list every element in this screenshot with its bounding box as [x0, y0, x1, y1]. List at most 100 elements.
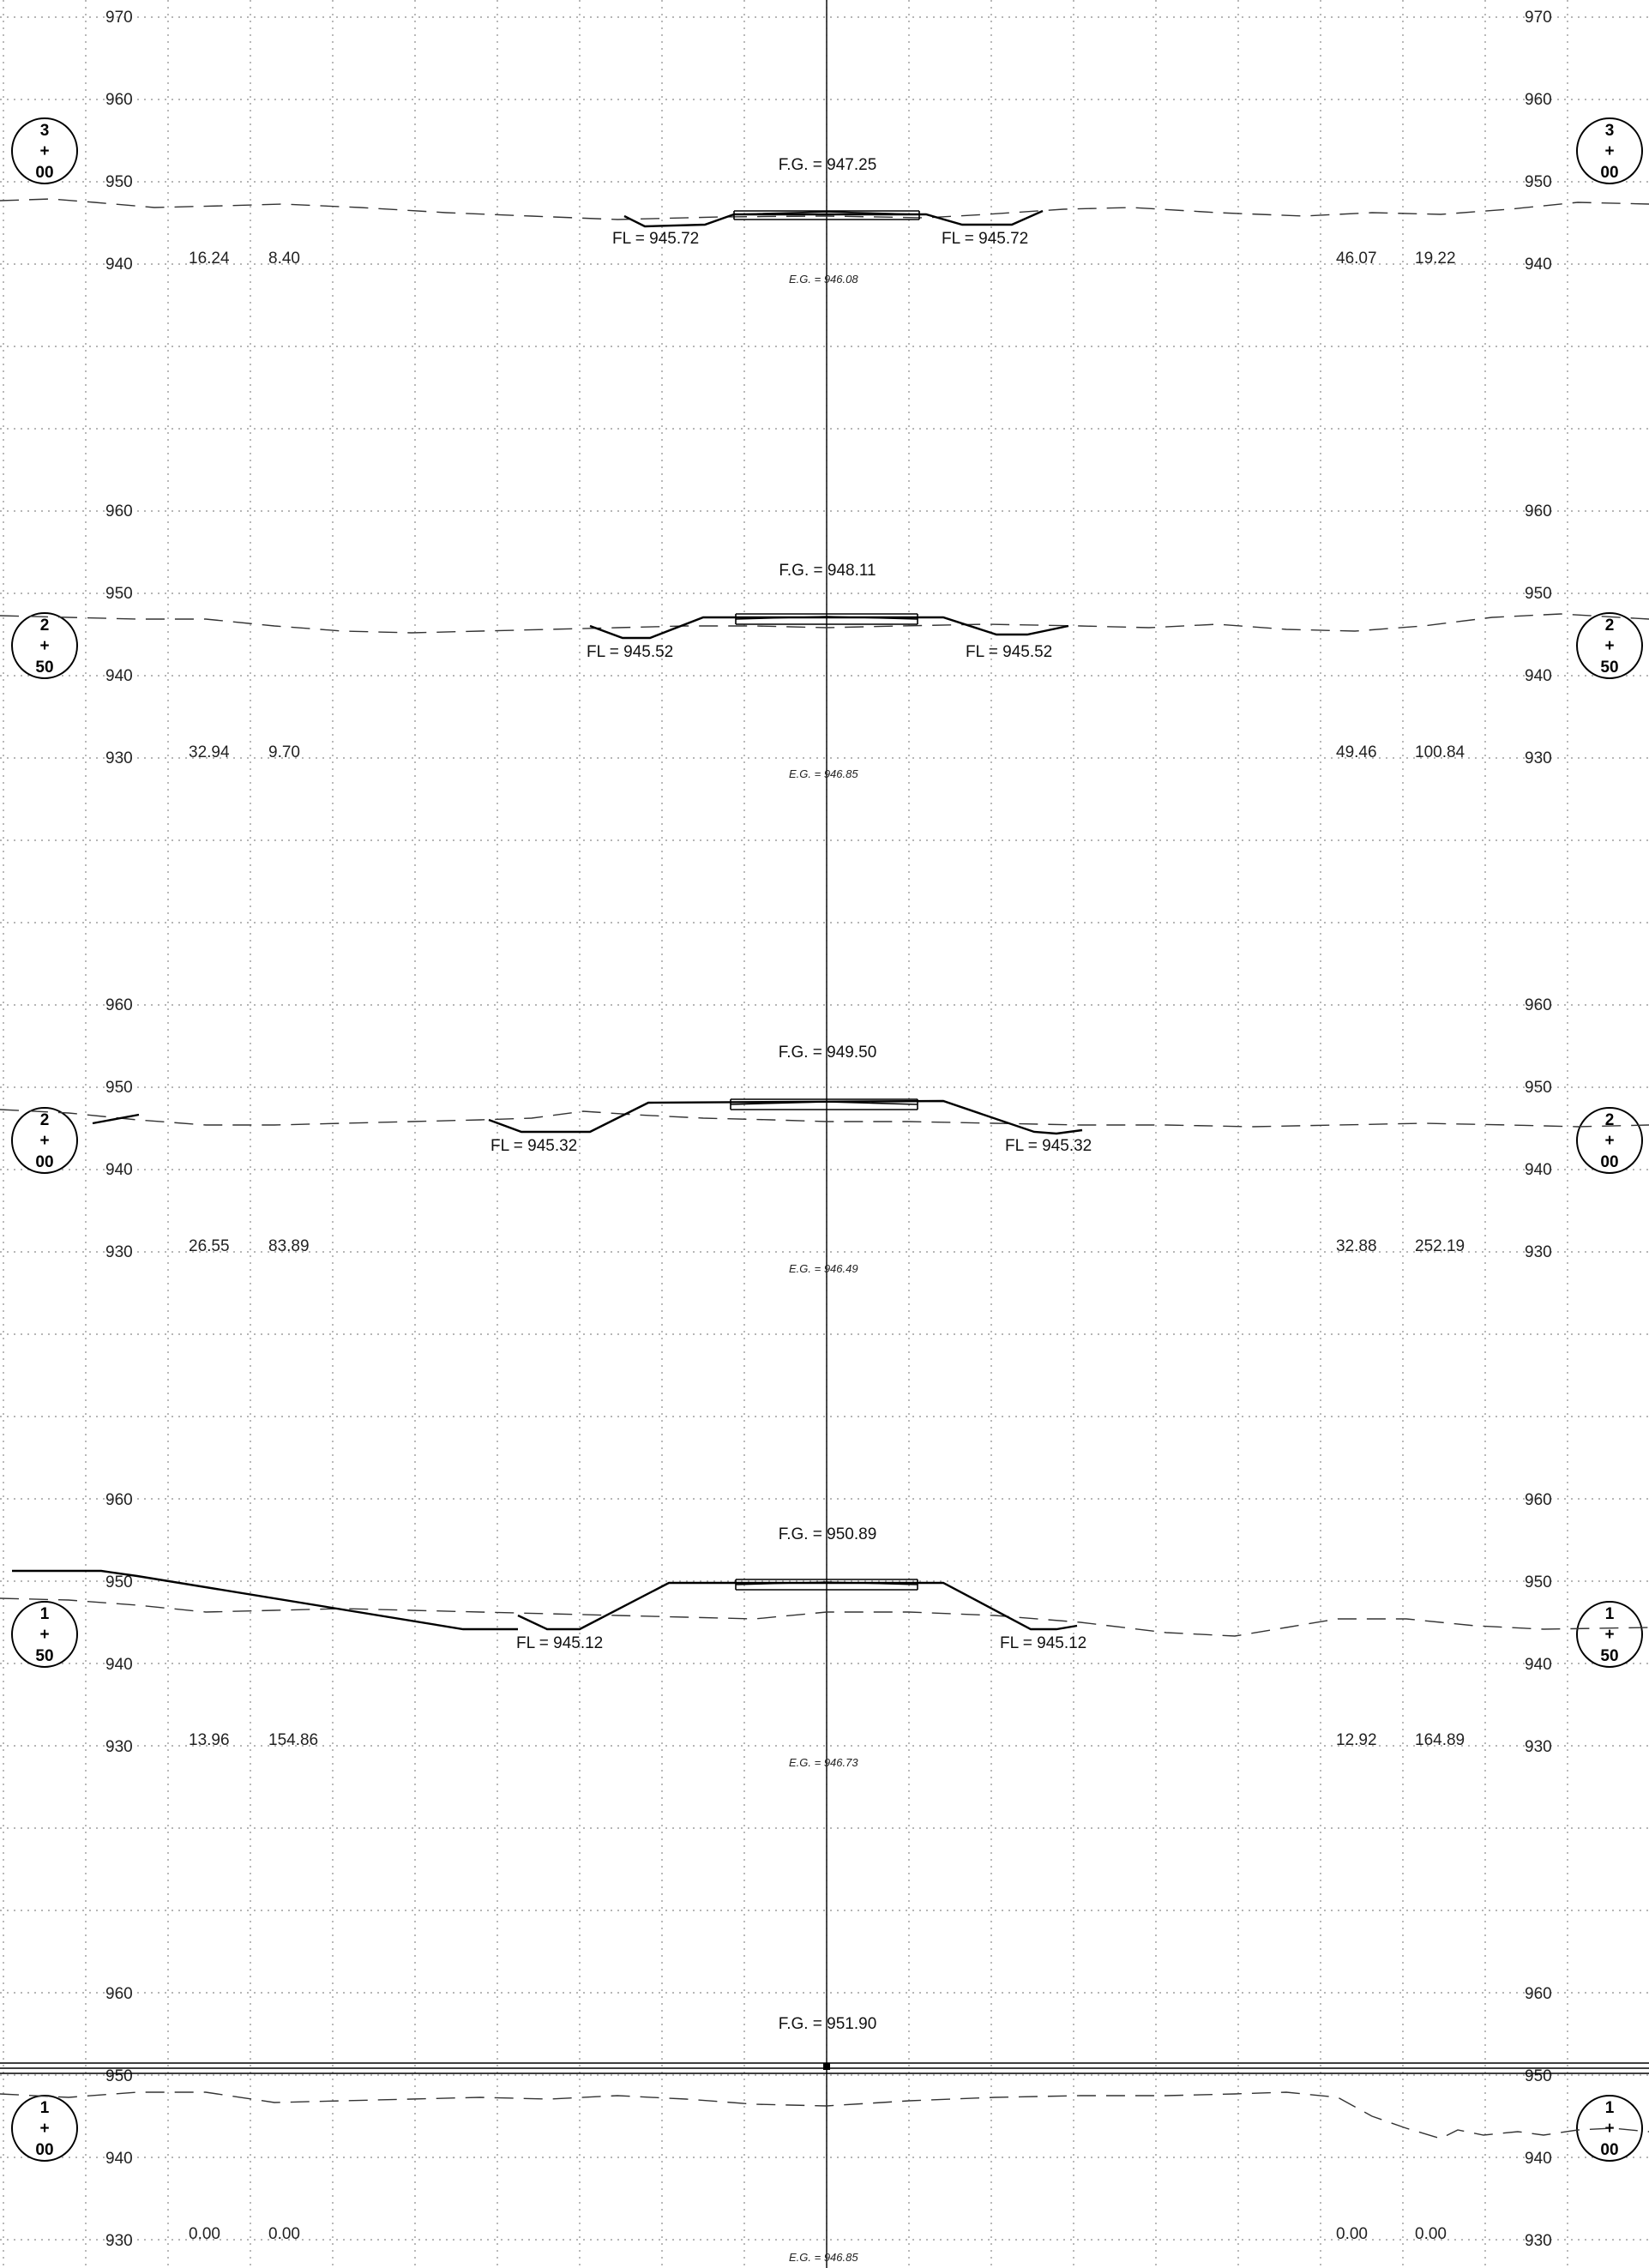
elevation-label-right: 970 — [1525, 9, 1552, 27]
centerline-marker — [823, 2063, 830, 2070]
area-fill-left: 154.86 — [268, 1731, 318, 1749]
area-cut-left: 26.55 — [189, 1237, 230, 1255]
elevation-label-left: 950 — [105, 1079, 133, 1097]
station-marker-left: 2 + 50 — [11, 612, 78, 679]
station-offset: 00 — [35, 164, 53, 182]
station-plus: + — [39, 637, 49, 655]
area-fill-right: 19.22 — [1415, 250, 1456, 268]
station-marker-left: 3 + 00 — [11, 117, 78, 184]
flowline-label-right: FL = 945.52 — [966, 643, 1052, 661]
existing-grade-label: E.G. = 946.49 — [789, 1262, 858, 1275]
existing-grade-label: E.G. = 946.85 — [789, 2251, 858, 2264]
elevation-label-left: 940 — [105, 1656, 133, 1674]
finished-grade-label: F.G. = 949.50 — [779, 1044, 877, 1062]
area-cut-right: 46.07 — [1336, 250, 1377, 268]
flowline-label-right: FL = 945.32 — [1005, 1137, 1092, 1155]
station-offset: 00 — [35, 2141, 53, 2159]
elevation-label-right: 930 — [1525, 1738, 1552, 1756]
elevation-label-right: 940 — [1525, 1656, 1552, 1674]
station-offset: 00 — [35, 1153, 53, 1171]
station-number: 2 — [40, 1111, 50, 1129]
station-number: 1 — [1605, 1605, 1615, 1623]
flowline-label-left: FL = 945.12 — [516, 1634, 603, 1652]
flowline-label-left: FL = 945.52 — [587, 643, 673, 661]
existing-ground-line — [0, 2091, 1649, 2139]
area-cut-left: 16.24 — [189, 250, 230, 268]
elevation-label-right: 940 — [1525, 1161, 1552, 1179]
existing-ground-line — [0, 1597, 1649, 1637]
elevation-label-right: 960 — [1525, 502, 1552, 520]
elevation-label-right: 930 — [1525, 1243, 1552, 1261]
section-1-00: 960 950 940 930 960 950 940 930 1 + 00 1… — [0, 1985, 1649, 2264]
elevation-label-left: 940 — [105, 1161, 133, 1179]
flowline-label-left: FL = 945.72 — [612, 230, 699, 248]
elevation-label-right: 930 — [1525, 749, 1552, 767]
finished-grade-label: F.G. = 950.89 — [779, 1525, 877, 1543]
area-fill-left: 83.89 — [268, 1237, 310, 1255]
station-number: 3 — [40, 122, 50, 140]
station-marker-right: 1 + 00 — [1576, 2095, 1643, 2162]
station-number: 2 — [40, 617, 50, 635]
area-fill-right: 252.19 — [1415, 1237, 1465, 1255]
existing-grade-label: E.G. = 946.08 — [789, 273, 858, 286]
area-fill-left: 9.70 — [268, 743, 300, 761]
flowline-label-left: FL = 945.32 — [490, 1137, 577, 1155]
station-marker-right: 3 + 00 — [1576, 117, 1643, 184]
elevation-label-right: 950 — [1525, 1573, 1552, 1591]
station-offset: 50 — [1600, 659, 1618, 677]
finished-grade-label: F.G. = 951.90 — [779, 2015, 877, 2033]
station-number: 2 — [1605, 617, 1615, 635]
elevation-label-right: 960 — [1525, 996, 1552, 1014]
elevation-label-right: 960 — [1525, 1491, 1552, 1509]
flowline-label-right: FL = 945.12 — [1000, 1634, 1086, 1652]
station-plus: + — [39, 1132, 49, 1150]
pavement-section — [733, 210, 920, 220]
elevation-label-left: 940 — [105, 2150, 133, 2168]
station-offset: 50 — [1600, 1647, 1618, 1665]
station-number: 1 — [1605, 2099, 1615, 2117]
station-offset: 00 — [1600, 164, 1618, 182]
area-cut-right: 32.88 — [1336, 1237, 1377, 1255]
ditch-profile — [623, 209, 1044, 228]
elevation-label-left: 950 — [105, 585, 133, 603]
station-plus: + — [39, 2120, 49, 2138]
pavement-section — [735, 613, 918, 625]
elevation-label-left: 950 — [105, 173, 133, 191]
area-fill-left: 8.40 — [268, 250, 300, 268]
elevation-label-left: 930 — [105, 2232, 133, 2250]
station-plus: + — [1604, 1626, 1614, 1644]
station-number: 2 — [1605, 1111, 1615, 1129]
elevation-label-right: 950 — [1525, 173, 1552, 191]
area-cut-left: 32.94 — [189, 743, 230, 761]
elevation-label-left: 960 — [105, 502, 133, 520]
station-marker-left: 1 + 00 — [11, 2095, 78, 2162]
station-plus: + — [39, 1626, 49, 1644]
area-fill-right: 100.84 — [1415, 743, 1465, 761]
existing-grade-label: E.G. = 946.85 — [789, 767, 858, 780]
station-number: 1 — [40, 2099, 50, 2117]
ditch-profile — [589, 616, 1069, 640]
station-offset: 00 — [1600, 1153, 1618, 1171]
section-1-50: 960 950 940 930 960 950 940 930 1 + 50 1… — [0, 1491, 1649, 1769]
elevation-label-left: 950 — [105, 2067, 133, 2085]
elevation-label-left: 930 — [105, 749, 133, 767]
area-cut-left: 0.00 — [189, 2225, 220, 2243]
area-fill-right: 164.89 — [1415, 1731, 1465, 1749]
finished-grade-label: F.G. = 948.11 — [779, 562, 876, 580]
ditch-profile — [92, 1099, 1083, 1135]
elevation-label-left: 960 — [105, 996, 133, 1014]
station-marker-left: 2 + 00 — [11, 1107, 78, 1174]
station-marker-left: 1 + 50 — [11, 1601, 78, 1668]
section-2-00: 960 950 940 930 960 950 940 930 2 + 00 2… — [0, 996, 1649, 1275]
elevation-label-right: 940 — [1525, 2150, 1552, 2168]
elevation-label-right: 940 — [1525, 667, 1552, 685]
area-cut-right: 49.46 — [1336, 743, 1377, 761]
elevation-label-left: 930 — [105, 1243, 133, 1261]
area-cut-right: 12.92 — [1336, 1731, 1377, 1749]
elevation-label-right: 940 — [1525, 256, 1552, 274]
elevation-label-left: 960 — [105, 1985, 133, 2003]
station-offset: 00 — [1600, 2141, 1618, 2159]
section-2-50: 960 950 940 930 960 950 940 930 2 + 50 2… — [0, 502, 1649, 780]
elevation-label-left: 950 — [105, 1573, 133, 1591]
station-marker-right: 1 + 50 — [1576, 1601, 1643, 1668]
